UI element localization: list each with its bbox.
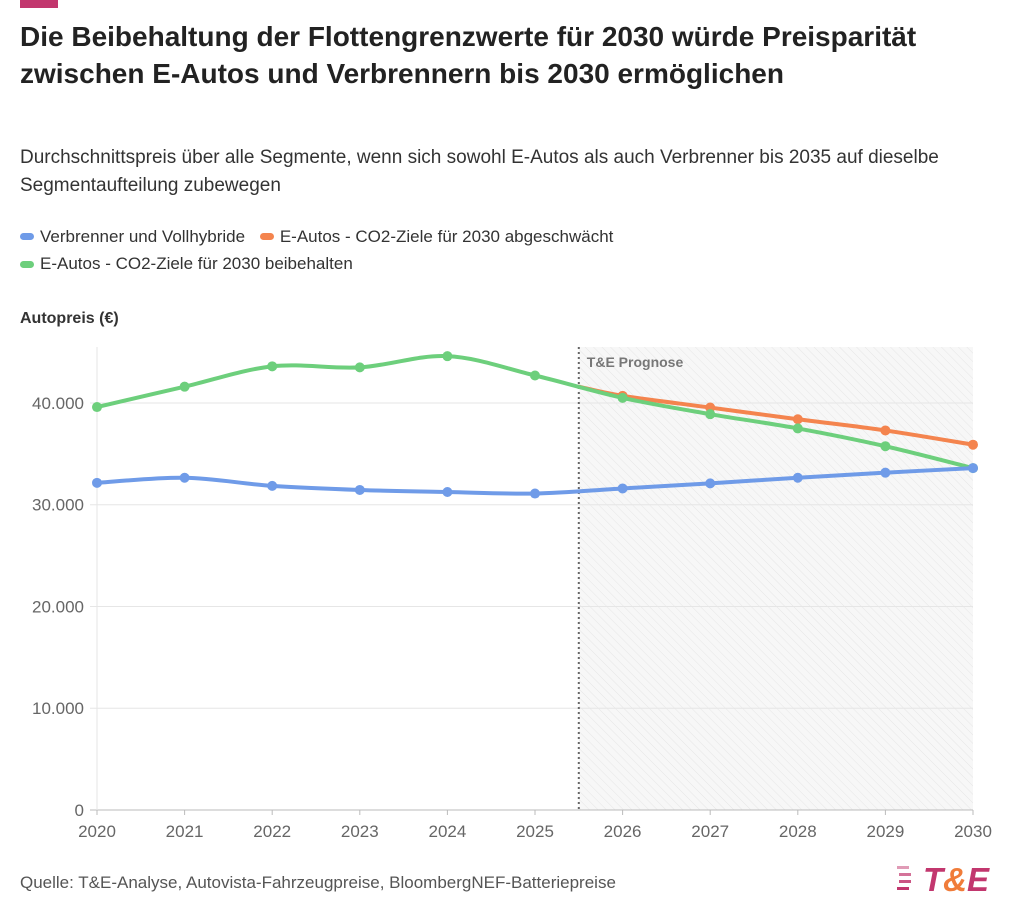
x-tick-label: 2021 bbox=[166, 822, 204, 841]
data-point bbox=[968, 463, 978, 474]
data-point bbox=[92, 402, 102, 413]
source-note: Quelle: T&E-Analyse, Autovista-Fahrzeugp… bbox=[20, 873, 616, 892]
x-tick-label: 2025 bbox=[516, 822, 554, 841]
y-tick-label: 30.000 bbox=[32, 496, 84, 515]
legend-label: E-Autos - CO2-Ziele für 2030 beibehalten bbox=[40, 254, 353, 273]
data-point bbox=[530, 370, 540, 381]
legend-item: E-Autos - CO2-Ziele für 2030 abgeschwäch… bbox=[259, 224, 614, 250]
legend: Verbrenner und Vollhybride E-Autos - CO2… bbox=[20, 222, 1010, 277]
y-tick-label: 10.000 bbox=[32, 699, 84, 718]
data-point bbox=[179, 472, 190, 483]
data-point bbox=[617, 392, 628, 403]
y-tick-label: 0 bbox=[75, 801, 84, 820]
x-tick-label: 2022 bbox=[253, 822, 291, 841]
chart-subtitle: Durchschnittspreis über alle Segmente, w… bbox=[20, 147, 939, 196]
data-point bbox=[354, 484, 365, 495]
annotation-label: T&E Prognose bbox=[587, 354, 684, 370]
data-point bbox=[617, 483, 628, 494]
data-point bbox=[705, 478, 716, 489]
x-tick-label: 2028 bbox=[779, 822, 817, 841]
svg-text:T&E: T&E bbox=[923, 861, 990, 898]
data-point bbox=[442, 351, 453, 362]
legend-item: E-Autos - CO2-Ziele für 2030 beibehalten bbox=[20, 251, 353, 277]
legend-item: Verbrenner und Vollhybride bbox=[20, 224, 245, 250]
data-point bbox=[968, 439, 978, 450]
data-point bbox=[530, 488, 540, 499]
data-point bbox=[179, 381, 190, 392]
y-axis-label: Autopreis (€) bbox=[20, 310, 119, 327]
legend-swatch bbox=[20, 233, 34, 240]
accent-bar bbox=[20, 0, 58, 8]
data-point bbox=[92, 477, 102, 488]
data-point bbox=[792, 423, 803, 434]
x-tick-label: 2020 bbox=[78, 822, 116, 841]
legend-label: E-Autos - CO2-Ziele für 2030 abgeschwäch… bbox=[279, 226, 614, 246]
data-point bbox=[442, 487, 453, 498]
data-point bbox=[705, 409, 716, 420]
x-tick-label: 2023 bbox=[341, 822, 379, 841]
y-tick-label: 40.000 bbox=[32, 394, 84, 413]
data-point bbox=[880, 425, 891, 436]
x-tick-label: 2030 bbox=[954, 822, 992, 841]
legend-label: Verbrenner und Vollhybride bbox=[40, 226, 246, 246]
data-point bbox=[792, 472, 803, 483]
data-point bbox=[267, 480, 278, 491]
x-tick-label: 2026 bbox=[604, 822, 642, 841]
x-tick-label: 2029 bbox=[866, 822, 904, 841]
x-tick-label: 2024 bbox=[428, 822, 466, 841]
data-point bbox=[880, 441, 891, 452]
y-tick-label: 20.000 bbox=[32, 597, 84, 616]
data-point bbox=[354, 362, 365, 373]
x-tick-label: 2027 bbox=[691, 822, 729, 841]
chart-title: Die Beibehaltung der Flottengrenzwerte f… bbox=[20, 21, 917, 89]
legend-swatch bbox=[259, 233, 274, 240]
data-point bbox=[267, 361, 278, 372]
data-point bbox=[880, 467, 891, 478]
legend-swatch bbox=[20, 260, 34, 268]
te-logo: T&E bbox=[897, 861, 990, 898]
data-point bbox=[792, 414, 803, 425]
